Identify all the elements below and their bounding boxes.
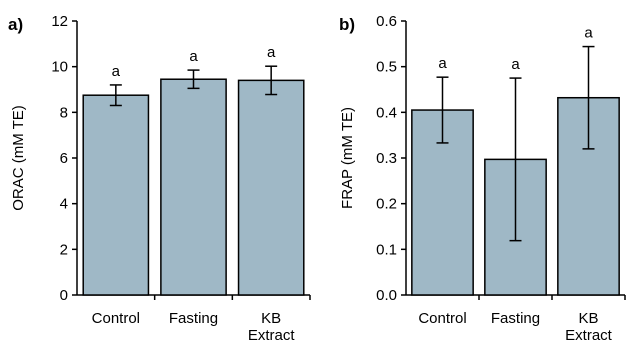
significance-labels-a: a a a <box>112 44 276 80</box>
y-tick-label: 4 <box>60 196 68 213</box>
y-tick-label: 12 <box>51 13 68 30</box>
y-tick-label: 0.6 <box>376 13 397 30</box>
x-category-label: Extract <box>248 327 296 344</box>
y-tick-label: 0.3 <box>376 150 397 167</box>
x-category-label: KB <box>578 310 598 327</box>
y-tick-label: 0 <box>60 287 68 304</box>
y-tick-label: 0.1 <box>376 241 397 258</box>
bars-a <box>82 78 305 296</box>
y-tick-label: 10 <box>51 59 68 76</box>
significance-label: a <box>189 48 198 65</box>
y-tick-label: 0.4 <box>376 104 397 121</box>
significance-label: a <box>438 55 447 72</box>
error-bars-b <box>436 45 595 242</box>
y-tick-label: 6 <box>60 150 68 167</box>
error-bars-a <box>109 65 278 107</box>
significance-label: a <box>584 25 593 42</box>
panel-label-a: a) <box>8 15 23 34</box>
y-tick-label: 0.0 <box>376 287 397 304</box>
chart-panel-a: a) ORAC (mM TE) a a a 0 2 4 6 8 10 12 Control Fas… <box>8 13 311 344</box>
y-ticks-b: 0.0 0.1 0.2 0.3 0.4 0.5 0.6 <box>376 13 406 304</box>
x-category-label: Fasting <box>491 310 540 327</box>
y-tick-label: 0.5 <box>376 59 397 76</box>
panel-label-b: b) <box>339 15 355 34</box>
significance-label: a <box>511 56 520 73</box>
y-ticks-a: 0 2 4 6 8 10 12 <box>51 13 77 304</box>
y-axis-title-b: FRAP (mM TE) <box>339 107 356 209</box>
x-category-label: Extract <box>565 327 613 344</box>
bar <box>82 94 150 296</box>
y-axis-title-a: ORAC (mM TE) <box>10 105 27 211</box>
x-category-label: Fasting <box>169 310 218 327</box>
x-category-label: Control <box>418 310 466 327</box>
significance-labels-b: a a a <box>438 25 593 74</box>
y-tick-label: 8 <box>60 104 68 121</box>
significance-label: a <box>267 44 276 61</box>
x-category-label: Control <box>92 310 140 327</box>
bar <box>237 79 305 296</box>
x-category-label: KB <box>261 310 281 327</box>
significance-label: a <box>112 63 121 80</box>
bar <box>160 78 227 296</box>
y-tick-label: 0.2 <box>376 196 397 213</box>
y-tick-label: 2 <box>60 241 68 258</box>
chart-panel-b: b) FRAP (mM TE) a aa 0.00.10.20.30.40.50.… <box>339 13 626 344</box>
